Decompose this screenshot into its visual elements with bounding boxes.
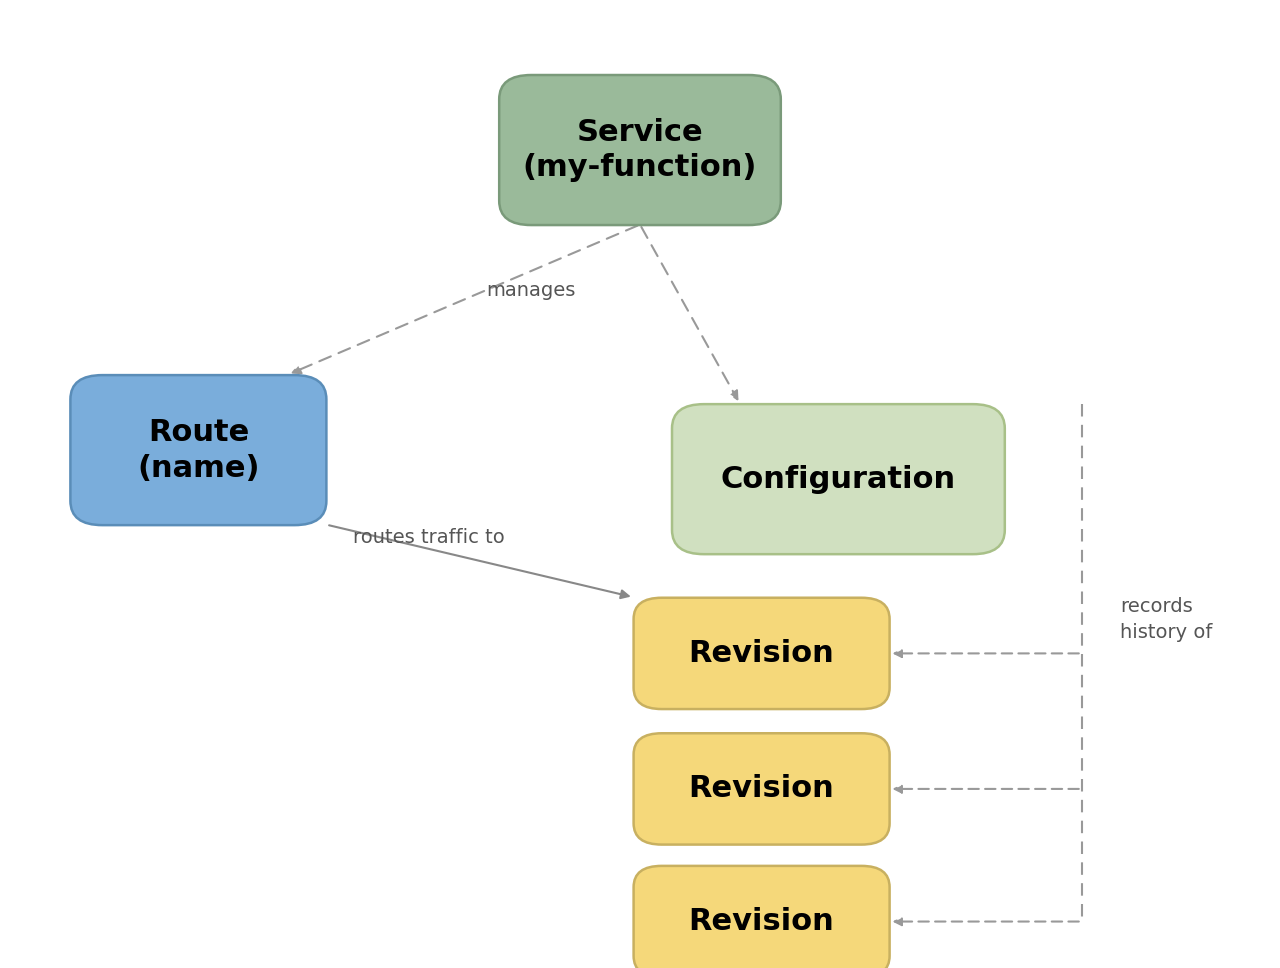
Text: Revision: Revision bbox=[689, 907, 835, 936]
FancyBboxPatch shape bbox=[499, 75, 781, 226]
FancyBboxPatch shape bbox=[634, 597, 890, 709]
FancyBboxPatch shape bbox=[672, 405, 1005, 554]
Text: routes traffic to: routes traffic to bbox=[353, 528, 504, 547]
Text: manages: manages bbox=[486, 281, 576, 300]
Text: Route
(name): Route (name) bbox=[137, 417, 260, 483]
FancyBboxPatch shape bbox=[634, 734, 890, 844]
FancyBboxPatch shape bbox=[70, 375, 326, 525]
Text: Configuration: Configuration bbox=[721, 465, 956, 494]
FancyBboxPatch shape bbox=[634, 865, 890, 968]
Text: Service
(my-function): Service (my-function) bbox=[522, 117, 758, 183]
Text: records
history of: records history of bbox=[1120, 596, 1212, 643]
Text: Revision: Revision bbox=[689, 639, 835, 668]
Text: Revision: Revision bbox=[689, 774, 835, 803]
